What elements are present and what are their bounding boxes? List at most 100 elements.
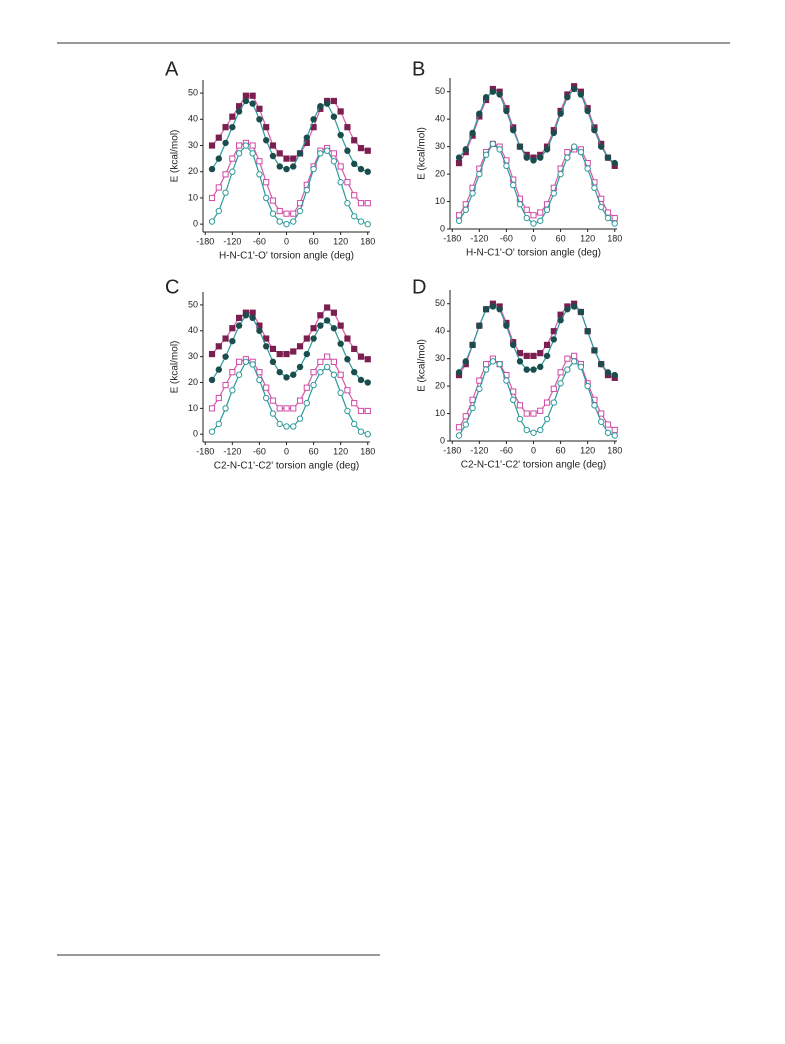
data-point [357,407,365,415]
data-point [310,325,317,332]
data-point [591,347,598,354]
data-point [462,413,469,420]
data-point [208,165,216,173]
x-tick-label: 180 [607,445,622,455]
data-point [530,157,537,164]
data-point [242,97,250,105]
data-point [249,92,256,99]
data-point [283,155,290,162]
data-point [222,189,229,196]
data-point [236,358,243,365]
data-point [323,317,331,324]
data-point [303,384,310,391]
data-point [215,394,222,402]
data-point [215,343,222,350]
data-point [323,363,331,371]
data-point [276,150,283,157]
data-point [364,431,371,438]
data-point [229,168,236,175]
x-tick-label: 180 [360,446,375,456]
y-tick-label: 20 [435,380,445,390]
data-point [215,184,222,191]
data-point [303,335,310,342]
data-point [570,143,578,150]
data-point [256,171,263,178]
data-point [516,358,524,365]
data-point [222,382,229,389]
data-point [344,335,351,342]
data-point [229,155,236,162]
data-point [229,325,236,332]
data-point [351,400,358,407]
data-point [357,200,365,207]
data-point [317,358,324,365]
y-tick-label: 10 [188,192,198,202]
data-point [543,206,551,213]
y-tick-label: 40 [435,114,445,124]
data-point [570,358,578,365]
data-point [537,350,544,357]
data-point [290,423,297,430]
data-point [557,170,564,178]
data-point [523,426,530,434]
data-point [276,207,283,215]
panel-label: B [412,58,425,80]
data-point [476,322,483,329]
data-point [503,322,510,329]
data-point [344,179,351,186]
data-point [557,380,564,387]
data-point [364,200,371,207]
data-point [357,145,365,152]
data-point [516,143,524,150]
data-point [269,152,277,160]
y-tick-label: 0 [193,429,198,439]
data-point [509,396,517,404]
data-point [263,384,270,391]
data-point [303,350,311,358]
data-point [537,217,544,224]
data-point [469,190,476,197]
x-tick-label: 120 [580,233,595,243]
x-tick-label: 180 [360,236,375,246]
data-point [611,159,618,167]
data-point [351,192,358,199]
data-point [317,322,324,329]
data-point [337,371,344,378]
data-point [249,361,256,368]
data-point [604,369,612,376]
data-point [256,116,263,123]
data-point [564,366,571,373]
data-point [208,350,216,358]
data-point [290,218,297,225]
data-point [357,376,365,384]
data-point [455,154,463,161]
data-point [462,146,469,153]
x-tick-label: -120 [223,446,241,456]
data-point [344,124,351,131]
data-point [523,410,530,417]
data-point [303,134,311,141]
data-point [611,426,618,434]
data-point [337,322,344,329]
data-point [296,363,304,371]
data-point [489,88,497,95]
data-point [208,428,216,435]
x-tick-label: -120 [470,445,488,455]
x-tick-label: -60 [500,445,513,455]
data-point [235,371,243,378]
data-point [215,155,222,162]
data-point [557,369,564,376]
x-tick-label: -180 [443,445,461,455]
data-point [290,348,297,355]
data-point [215,366,222,373]
data-point [503,162,510,170]
x-tick-label: 0 [531,233,536,243]
data-point [476,385,483,393]
data-point [611,220,618,227]
data-point [276,405,283,412]
data-point [330,325,338,332]
data-point [269,397,277,404]
data-point [269,345,277,352]
x-tick-label: -180 [196,446,214,456]
data-point [570,303,578,310]
